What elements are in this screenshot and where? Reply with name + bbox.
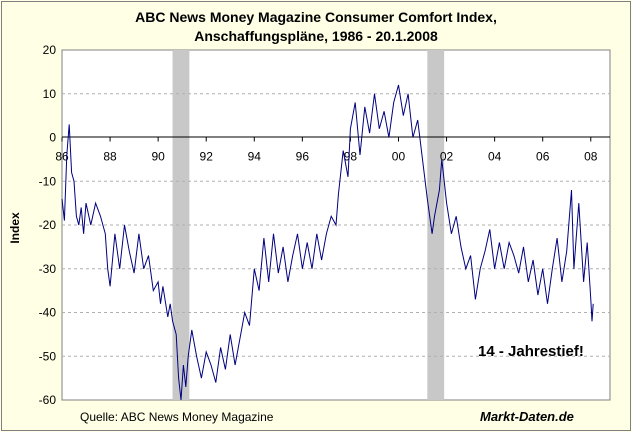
brand-label: Markt-Daten.de — [480, 409, 574, 424]
chart-title-block: ABC News Money Magazine Consumer Comfort… — [0, 8, 632, 46]
x-tick-label: 88 — [103, 150, 117, 164]
x-tick-label: 00 — [392, 150, 406, 164]
x-tick-label: 86 — [55, 150, 69, 164]
x-tick-label: 08 — [584, 150, 598, 164]
annotation: 14 - Jahrestief! — [478, 343, 584, 360]
y-tick-label: -40 — [39, 306, 57, 320]
x-tick-label: 98 — [344, 150, 358, 164]
y-tick-label: -50 — [39, 349, 57, 363]
y-tick-label: -10 — [39, 174, 57, 188]
y-tick-label: 0 — [49, 131, 56, 145]
y-tick-label: -30 — [39, 262, 57, 276]
y-tick-label: -20 — [39, 218, 57, 232]
source-note: Quelle: ABC News Money Magazine — [80, 410, 274, 424]
y-tick-label: 10 — [43, 87, 57, 101]
chart-subtitle: Anschaffungspläne, 1986 - 20.1.2008 — [194, 28, 438, 44]
y-tick-label: -60 — [39, 393, 57, 407]
x-tick-label: 94 — [248, 150, 262, 164]
x-tick-label: 96 — [296, 150, 310, 164]
x-tick-label: 02 — [440, 150, 454, 164]
chart-title: ABC News Money Magazine Consumer Comfort… — [135, 9, 497, 25]
series-line — [61, 84, 594, 401]
recession-band-1 — [172, 50, 190, 400]
x-tick-label: 90 — [151, 150, 165, 164]
y-tick-label: 20 — [43, 43, 57, 57]
x-tick-label: 92 — [200, 150, 214, 164]
y-axis-label: Index — [8, 212, 22, 244]
x-tick-label: 04 — [488, 150, 502, 164]
x-tick-label: 06 — [536, 150, 550, 164]
